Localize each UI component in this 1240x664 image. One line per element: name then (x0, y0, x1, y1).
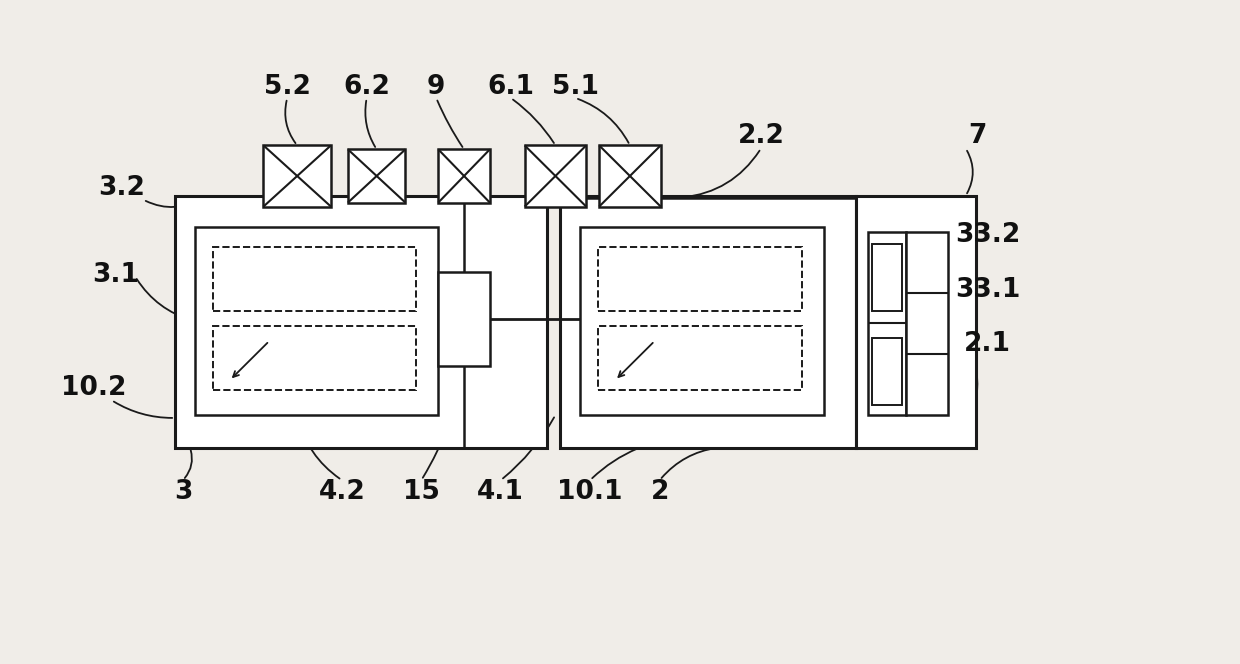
Text: 4.1: 4.1 (477, 479, 525, 505)
Bar (213, 326, 417, 390)
Bar (263, 145, 331, 207)
Bar (857, 196, 976, 448)
Text: 5.2: 5.2 (264, 74, 311, 100)
Text: 4.2: 4.2 (319, 479, 366, 505)
Bar (872, 244, 901, 311)
Text: 2: 2 (651, 479, 668, 505)
Text: 2.2: 2.2 (738, 124, 785, 149)
Bar (525, 145, 587, 207)
Bar (175, 196, 548, 448)
Text: 15: 15 (403, 479, 440, 505)
Text: 3.1: 3.1 (92, 262, 139, 288)
Text: 7: 7 (968, 124, 987, 149)
Text: 6.1: 6.1 (487, 74, 534, 100)
Bar (599, 145, 661, 207)
Bar (872, 338, 901, 405)
Text: 9: 9 (427, 74, 445, 100)
Bar (598, 247, 802, 311)
Bar (438, 149, 490, 203)
Bar (580, 227, 823, 415)
Text: 2.1: 2.1 (963, 331, 1011, 357)
Text: 33.1: 33.1 (955, 276, 1021, 303)
Bar (438, 272, 490, 366)
Text: 10.1: 10.1 (558, 479, 622, 505)
Text: 6.2: 6.2 (343, 74, 391, 100)
Text: 3: 3 (174, 479, 192, 505)
Bar (195, 227, 438, 415)
Text: 3.2: 3.2 (98, 175, 145, 201)
Bar (868, 232, 906, 415)
Text: 33.2: 33.2 (955, 222, 1021, 248)
Bar (213, 247, 417, 311)
Text: 5.1: 5.1 (552, 74, 599, 100)
Bar (560, 196, 857, 448)
Bar (598, 326, 802, 390)
Text: 10.2: 10.2 (61, 375, 126, 401)
Bar (348, 149, 405, 203)
Bar (906, 232, 947, 415)
